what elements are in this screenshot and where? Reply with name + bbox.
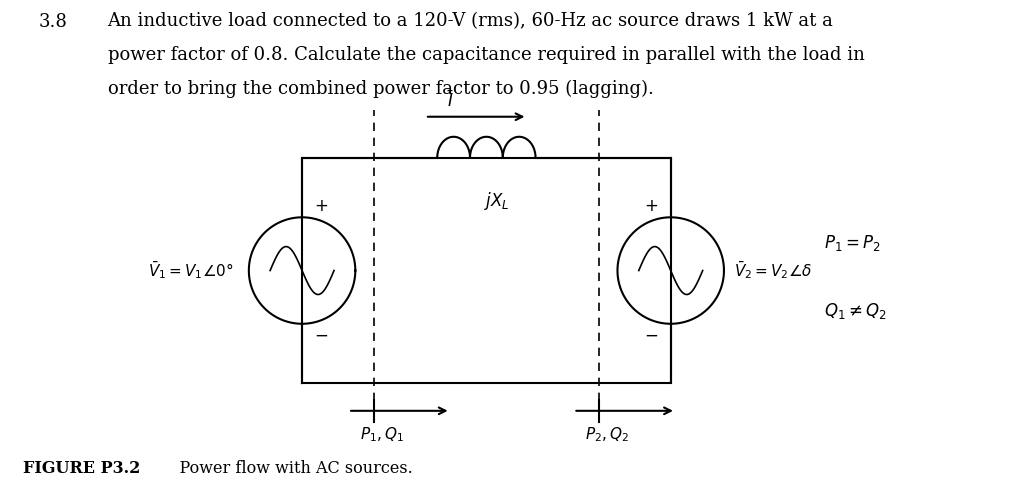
Text: +: + — [314, 197, 329, 215]
Text: $jX_L$: $jX_L$ — [483, 190, 510, 212]
Text: +: + — [644, 197, 658, 215]
Text: Power flow with AC sources.: Power flow with AC sources. — [159, 460, 413, 477]
Text: $\bar{I}$: $\bar{I}$ — [447, 90, 454, 111]
Text: $P_1 = P_2$: $P_1 = P_2$ — [824, 233, 881, 253]
Text: FIGURE P3.2: FIGURE P3.2 — [23, 460, 140, 477]
Text: $\bar{V}_2 = V_2 \angle \delta$: $\bar{V}_2 = V_2 \angle \delta$ — [734, 260, 813, 282]
Text: −: − — [314, 326, 329, 344]
Text: −: − — [644, 326, 658, 344]
Text: $Q_1 \neq Q_2$: $Q_1 \neq Q_2$ — [824, 301, 887, 321]
Text: $\bar{V}_1 = V_1 \angle 0°$: $\bar{V}_1 = V_1 \angle 0°$ — [147, 260, 233, 282]
Text: order to bring the combined power factor to 0.95 (lagging).: order to bring the combined power factor… — [108, 80, 653, 98]
Text: 3.8: 3.8 — [39, 13, 68, 31]
Text: $P_2, Q_2$: $P_2, Q_2$ — [586, 425, 629, 443]
Text: An inductive load connected to a 120-V (rms), 60-Hz ac source draws 1 kW at a: An inductive load connected to a 120-V (… — [108, 13, 834, 31]
Text: $P_1, Q_1$: $P_1, Q_1$ — [360, 425, 403, 443]
Text: power factor of 0.8. Calculate the capacitance required in parallel with the loa: power factor of 0.8. Calculate the capac… — [108, 46, 864, 64]
